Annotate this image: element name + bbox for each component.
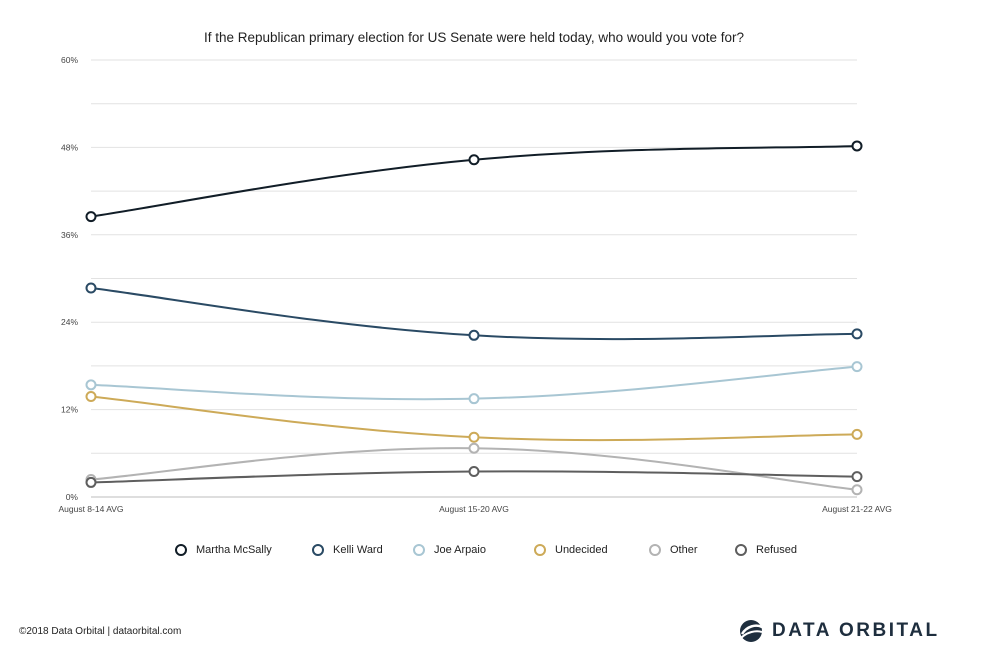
legend-label: Refused: [756, 544, 797, 556]
data-point-undecided[interactable]: [851, 428, 863, 440]
data-point-undecided[interactable]: [85, 390, 97, 402]
y-tick-label: 24%: [61, 317, 78, 327]
data-point-martha-mcsally[interactable]: [85, 211, 97, 223]
legend-marker-icon: [735, 544, 747, 556]
grid-lines: [91, 59, 857, 498]
data-point-refused[interactable]: [468, 466, 480, 478]
legend-label: Kelli Ward: [333, 544, 383, 556]
legend-label: Joe Arpaio: [434, 544, 486, 556]
legend-marker-icon: [413, 544, 425, 556]
legend-marker-icon: [312, 544, 324, 556]
data-point-kelli-ward[interactable]: [468, 329, 480, 341]
axis-labels: 0% 12% 24% 36% 48% 60% August 8-14 AVG August 1…: [58, 55, 891, 514]
data-point-other[interactable]: [468, 442, 480, 454]
legend-label: Undecided: [555, 544, 608, 556]
y-tick-label: 60%: [61, 55, 78, 65]
legend-item[interactable]: Kelli Ward: [312, 544, 413, 556]
legend-marker-icon: [175, 544, 187, 556]
data-point-refused[interactable]: [85, 476, 97, 488]
y-tick-label: 48%: [61, 142, 78, 152]
x-tick-label: August 15-20 AVG: [439, 504, 509, 514]
legend-item[interactable]: Undecided: [534, 544, 649, 556]
chart-title: If the Republican primary election for U…: [203, 30, 745, 45]
legend-item[interactable]: Martha McSally: [175, 544, 312, 556]
orbit-logo-icon: [740, 620, 763, 642]
data-point-joe-arpaio[interactable]: [468, 393, 480, 405]
brand-logo: DATA ORBITAL: [738, 618, 940, 644]
series-lines: [85, 140, 863, 496]
legend-marker-icon: [649, 544, 661, 556]
data-point-kelli-ward[interactable]: [85, 282, 97, 294]
brand-name: DATA ORBITAL: [772, 620, 940, 641]
y-tick-label: 0%: [66, 492, 79, 502]
legend-marker-icon: [534, 544, 546, 556]
data-point-undecided[interactable]: [468, 431, 480, 443]
data-point-martha-mcsally[interactable]: [468, 154, 480, 166]
data-point-joe-arpaio[interactable]: [851, 361, 863, 373]
legend: Martha McSally Kelli Ward Joe Arpaio Undeci…: [175, 544, 825, 556]
legend-item[interactable]: Joe Arpaio: [413, 544, 534, 556]
legend-item[interactable]: Refused: [735, 544, 825, 556]
data-point-other[interactable]: [851, 484, 863, 496]
legend-label: Martha McSally: [196, 544, 272, 556]
data-point-martha-mcsally[interactable]: [851, 140, 863, 152]
y-tick-label: 36%: [61, 230, 78, 240]
data-point-refused[interactable]: [851, 471, 863, 483]
x-tick-label: August 21-22 AVG: [822, 504, 892, 514]
data-point-joe-arpaio[interactable]: [85, 379, 97, 391]
legend-item[interactable]: Other: [649, 544, 735, 556]
y-tick-label: 12%: [61, 405, 78, 415]
x-tick-label: August 8-14 AVG: [58, 504, 123, 514]
legend-label: Other: [670, 544, 698, 556]
data-point-kelli-ward[interactable]: [851, 328, 863, 340]
footer-credit: ©2018 Data Orbital | dataorbital.com: [19, 626, 182, 637]
